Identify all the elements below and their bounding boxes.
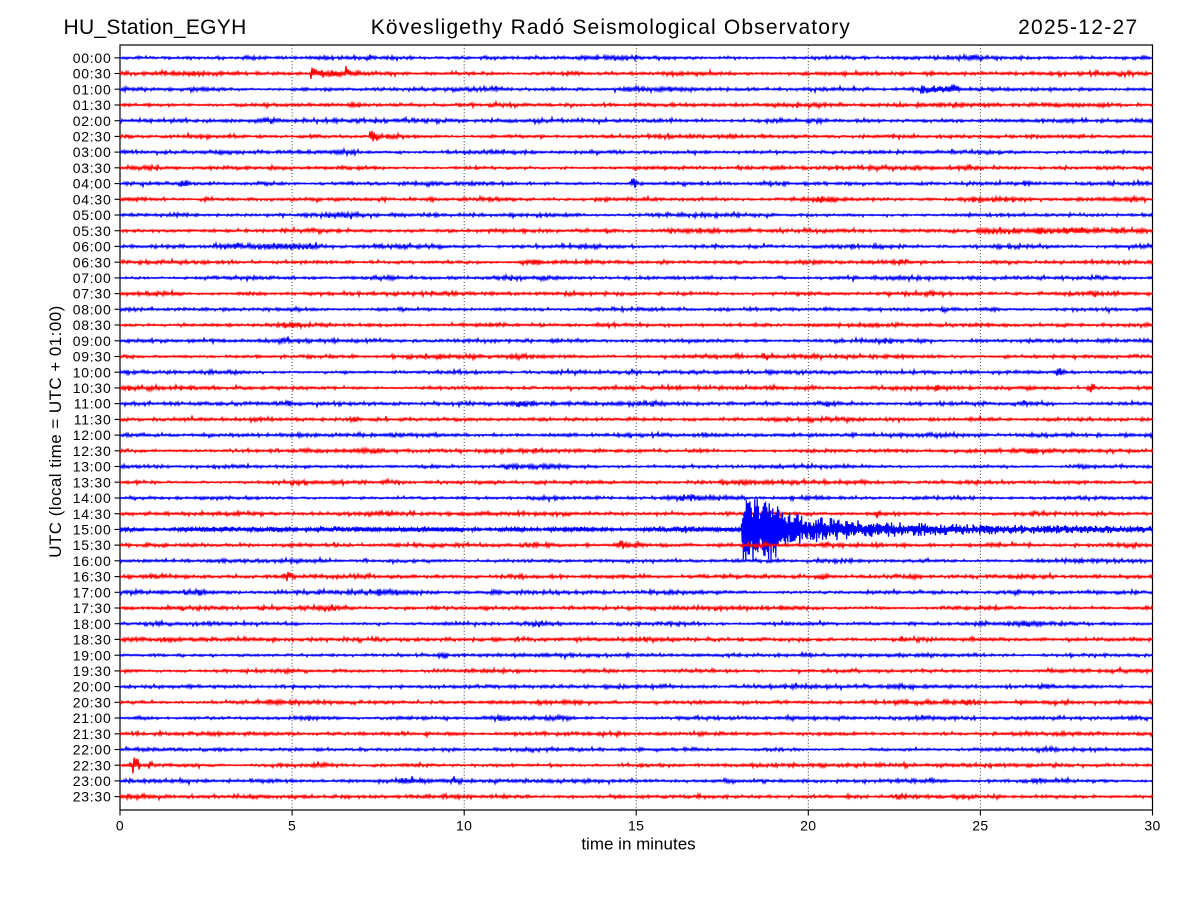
svg-text:12:00: 12:00	[73, 427, 112, 443]
svg-text:16:00: 16:00	[73, 553, 112, 569]
svg-text:10: 10	[456, 817, 472, 833]
svg-text:01:30: 01:30	[73, 97, 112, 113]
svg-text:17:30: 17:30	[73, 600, 112, 616]
svg-text:05:00: 05:00	[73, 207, 112, 223]
svg-text:09:30: 09:30	[73, 349, 112, 365]
svg-text:Kövesligethy Radó Seismologica: Kövesligethy Radó Seismological Observat…	[371, 16, 851, 39]
svg-text:11:00: 11:00	[74, 396, 112, 412]
svg-text:0: 0	[116, 817, 124, 833]
svg-text:time in minutes: time in minutes	[581, 835, 695, 854]
svg-text:14:30: 14:30	[73, 506, 112, 522]
svg-text:19:30: 19:30	[73, 663, 112, 679]
svg-text:05:30: 05:30	[73, 223, 112, 239]
svg-text:06:00: 06:00	[73, 239, 112, 255]
svg-text:16:30: 16:30	[73, 569, 112, 585]
svg-text:15: 15	[628, 817, 644, 833]
svg-text:14:00: 14:00	[73, 490, 112, 506]
svg-text:20:30: 20:30	[73, 694, 112, 710]
svg-text:30: 30	[1144, 817, 1160, 833]
svg-text:10:00: 10:00	[73, 364, 112, 380]
svg-text:18:00: 18:00	[73, 616, 112, 632]
svg-text:06:30: 06:30	[73, 254, 112, 270]
svg-text:2025-12-27: 2025-12-27	[1018, 16, 1138, 39]
svg-text:13:00: 13:00	[73, 459, 112, 475]
svg-text:08:00: 08:00	[73, 301, 112, 317]
svg-text:HU_Station_EGYH: HU_Station_EGYH	[64, 16, 247, 39]
svg-text:UTC (local time = UTC + 01:00): UTC (local time = UTC + 01:00)	[46, 305, 65, 558]
svg-text:21:00: 21:00	[73, 710, 112, 726]
svg-text:23:30: 23:30	[73, 789, 112, 805]
svg-text:02:00: 02:00	[73, 113, 112, 129]
svg-text:07:30: 07:30	[73, 286, 112, 302]
svg-text:04:30: 04:30	[73, 191, 112, 207]
svg-text:21:30: 21:30	[73, 726, 112, 742]
svg-text:10:30: 10:30	[73, 380, 112, 396]
svg-text:19:00: 19:00	[73, 647, 112, 663]
svg-text:22:00: 22:00	[73, 742, 112, 758]
svg-text:12:30: 12:30	[73, 443, 112, 459]
svg-text:00:30: 00:30	[73, 66, 112, 82]
svg-text:03:00: 03:00	[73, 144, 112, 160]
svg-text:5: 5	[288, 817, 296, 833]
svg-text:02:30: 02:30	[73, 129, 112, 145]
svg-text:20:00: 20:00	[73, 679, 112, 695]
svg-text:13:30: 13:30	[73, 474, 112, 490]
svg-text:18:30: 18:30	[73, 632, 112, 648]
svg-text:15:30: 15:30	[73, 537, 112, 553]
svg-text:15:00: 15:00	[73, 522, 112, 538]
svg-text:01:00: 01:00	[73, 81, 112, 97]
svg-text:20: 20	[800, 817, 816, 833]
svg-text:23:00: 23:00	[73, 773, 112, 789]
svg-text:17:00: 17:00	[73, 584, 112, 600]
svg-text:00:00: 00:00	[73, 50, 112, 66]
svg-text:09:00: 09:00	[73, 333, 112, 349]
svg-text:03:30: 03:30	[73, 160, 112, 176]
svg-text:04:00: 04:00	[73, 176, 112, 192]
svg-text:07:00: 07:00	[73, 270, 112, 286]
svg-text:25: 25	[972, 817, 988, 833]
svg-text:11:30: 11:30	[74, 412, 112, 428]
svg-text:08:30: 08:30	[73, 317, 112, 333]
svg-text:22:30: 22:30	[73, 757, 112, 773]
